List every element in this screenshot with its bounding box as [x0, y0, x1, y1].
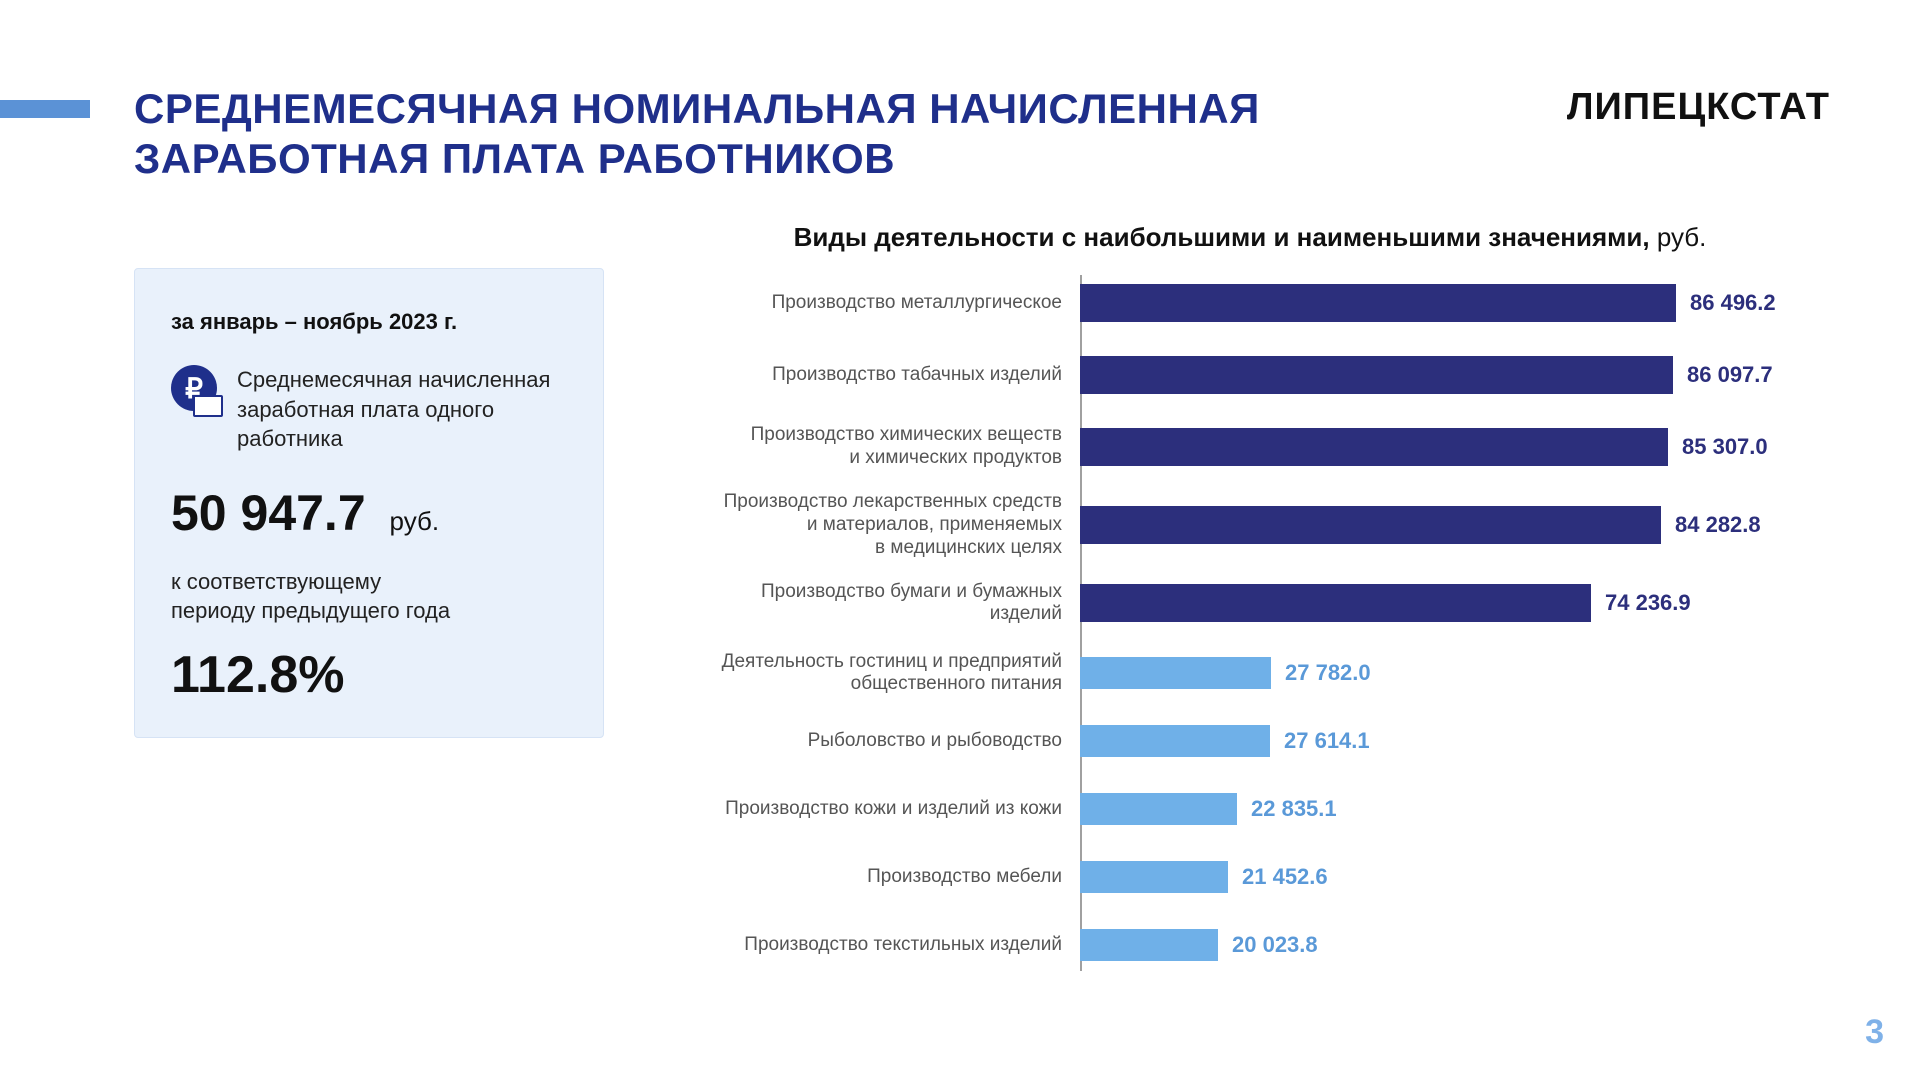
category-label: Производство металлургическое — [700, 292, 1080, 315]
bar-value: 84 282.8 — [1675, 512, 1761, 538]
chart-area: Виды деятельности с наибольшими и наимен… — [700, 222, 1800, 987]
title-line-1: СРЕДНЕМЕСЯЧНАЯ НОМИНАЛЬНАЯ НАЧИСЛЕННАЯ — [134, 85, 1260, 132]
bar-chart: Производство металлургическое86 496.2Про… — [700, 275, 1800, 971]
category-label: Рыболовство и рыбоводство — [700, 730, 1080, 753]
page-title: СРЕДНЕМЕСЯЧНАЯ НОМИНАЛЬНАЯ НАЧИСЛЕННАЯ З… — [134, 84, 1334, 185]
category-label: Производство химических веществи химичес… — [700, 424, 1080, 470]
chart-title-unit: руб. — [1657, 222, 1707, 252]
bar-row: Производство мебели 21 452.6 — [700, 851, 1800, 903]
ruble-icon: ₽ — [171, 365, 217, 411]
bar-plot: 86 496.2 — [1080, 284, 1800, 322]
bar-value: 27 614.1 — [1284, 728, 1370, 754]
bar-plot: 20 023.8 — [1080, 929, 1800, 961]
category-label: Производство лекарственных средстви мате… — [700, 491, 1080, 559]
bar-plot: 85 307.0 — [1080, 428, 1800, 466]
bar — [1080, 284, 1676, 322]
summary-card: за январь – ноябрь 2023 г. ₽ Среднемесяч… — [134, 268, 604, 738]
bar-value: 86 097.7 — [1687, 362, 1773, 388]
icon-text-line-2: заработная плата одного работника — [237, 397, 494, 452]
avg-wage-unit: руб. — [390, 506, 440, 536]
bar-row: Производство химических веществи химичес… — [700, 419, 1800, 475]
chart-title: Виды деятельности с наибольшими и наимен… — [700, 222, 1800, 253]
compare-label: к соответствующему периоду предыдущего г… — [171, 568, 567, 625]
bar — [1080, 861, 1228, 893]
bar — [1080, 428, 1668, 466]
page-number: 3 — [1865, 1013, 1884, 1052]
compare-label-line-2: периоду предыдущего года — [171, 598, 450, 623]
bar-value: 74 236.9 — [1605, 590, 1691, 616]
slide: СРЕДНЕМЕСЯЧНАЯ НОМИНАЛЬНАЯ НАЧИСЛЕННАЯ З… — [0, 0, 1920, 1080]
growth-value: 112.8% — [171, 645, 567, 705]
category-label: Производство текстильных изделий — [700, 934, 1080, 957]
bar-plot: 27 782.0 — [1080, 657, 1800, 689]
bar-row: Производство табачных изделий 86 097.7 — [700, 347, 1800, 403]
bar-row: Производство лекарственных средстви мате… — [700, 491, 1800, 559]
bar-value: 21 452.6 — [1242, 864, 1328, 890]
bar-row: Производство текстильных изделий 20 023.8 — [700, 919, 1800, 971]
bar — [1080, 584, 1591, 622]
bar — [1080, 929, 1218, 961]
period-label: за январь – ноябрь 2023 г. — [171, 309, 567, 335]
compare-label-line-1: к соответствующему — [171, 569, 381, 594]
bar — [1080, 506, 1661, 544]
icon-text-line-1: Среднемесячная начисленная — [237, 367, 550, 392]
category-label: Деятельность гостиниц и предприятийобщес… — [700, 651, 1080, 697]
bar-plot: 74 236.9 — [1080, 584, 1800, 622]
brand-logo: ЛИПЕЦКСТАТ — [1567, 86, 1830, 129]
accent-bar — [0, 100, 90, 118]
avg-wage-value: 50 947.7 руб. — [171, 484, 567, 542]
bar-value: 22 835.1 — [1251, 796, 1337, 822]
bar — [1080, 793, 1237, 825]
bar-value: 20 023.8 — [1232, 932, 1318, 958]
bar-plot: 86 097.7 — [1080, 356, 1800, 394]
title-line-2: ЗАРАБОТНАЯ ПЛАТА РАБОТНИКОВ — [134, 135, 895, 182]
bar — [1080, 657, 1271, 689]
bar-plot: 22 835.1 — [1080, 793, 1800, 825]
bar-plot: 27 614.1 — [1080, 725, 1800, 757]
bar-plot: 84 282.8 — [1080, 506, 1800, 544]
icon-row: ₽ Среднемесячная начисленная заработная … — [171, 365, 567, 454]
bar-value: 86 496.2 — [1690, 290, 1776, 316]
chart-title-text: Виды деятельности с наибольшими и наимен… — [794, 222, 1650, 252]
bar-row: Производство кожи и изделий из кожи 22 83… — [700, 783, 1800, 835]
icon-text: Среднемесячная начисленная заработная пл… — [237, 365, 567, 454]
bar-row: Деятельность гостиниц и предприятийобщес… — [700, 647, 1800, 699]
bar-value: 27 782.0 — [1285, 660, 1371, 686]
category-label: Производство кожи и изделий из кожи — [700, 798, 1080, 821]
bar-plot: 21 452.6 — [1080, 861, 1800, 893]
bar-row: Производство металлургическое 86 496.2 — [700, 275, 1800, 331]
bar-value: 85 307.0 — [1682, 434, 1768, 460]
bar — [1080, 356, 1673, 394]
bar — [1080, 725, 1270, 757]
category-label: Производство табачных изделий — [700, 364, 1080, 387]
bar-row: Производство бумаги и бумажных изделий 74… — [700, 575, 1800, 631]
category-label: Производство мебели — [700, 866, 1080, 889]
avg-wage-number: 50 947.7 — [171, 485, 366, 541]
bar-row: Рыболовство и рыбоводство 27 614.1 — [700, 715, 1800, 767]
category-label: Производство бумаги и бумажных изделий — [700, 581, 1080, 627]
